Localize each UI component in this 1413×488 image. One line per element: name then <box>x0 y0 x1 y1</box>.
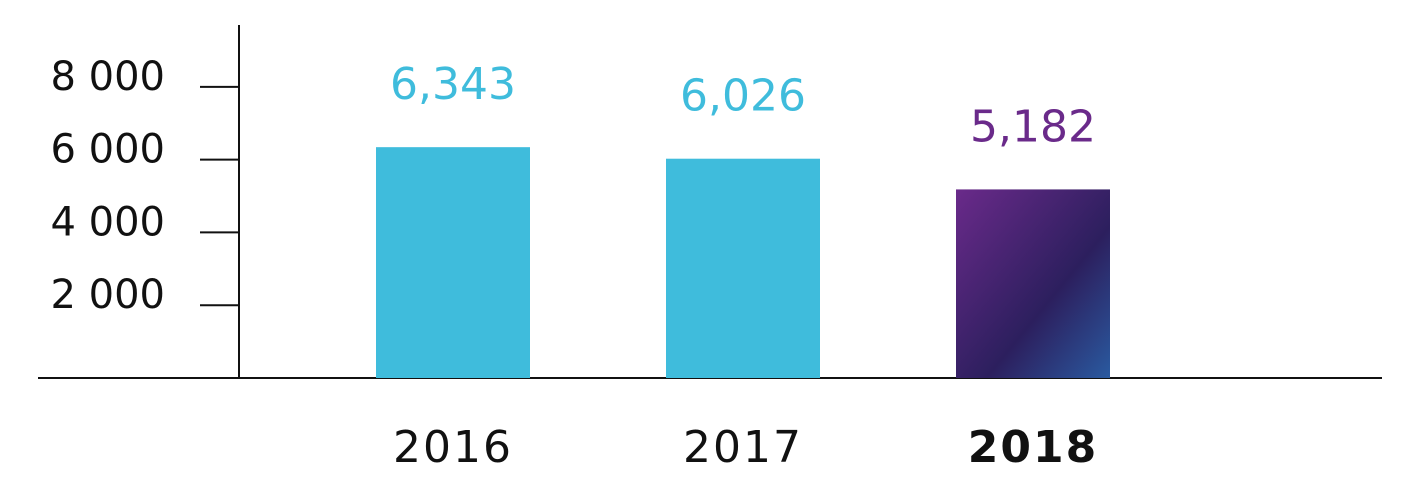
value-label: 6,026 <box>680 71 806 122</box>
y-tick-label: 4 000 <box>50 199 165 245</box>
x-tick-label: 2018 <box>968 422 1098 473</box>
x-tick-label: 2017 <box>683 422 803 473</box>
bar <box>376 147 530 378</box>
y-tick-label: 6 000 <box>50 127 165 173</box>
value-label: 6,343 <box>390 59 516 110</box>
bar <box>956 189 1110 378</box>
y-tick-label: 2 000 <box>50 272 165 318</box>
y-tick-label: 8 000 <box>50 54 165 100</box>
x-tick-label: 2016 <box>393 422 513 473</box>
bar <box>666 158 820 378</box>
value-label: 5,182 <box>970 101 1096 152</box>
